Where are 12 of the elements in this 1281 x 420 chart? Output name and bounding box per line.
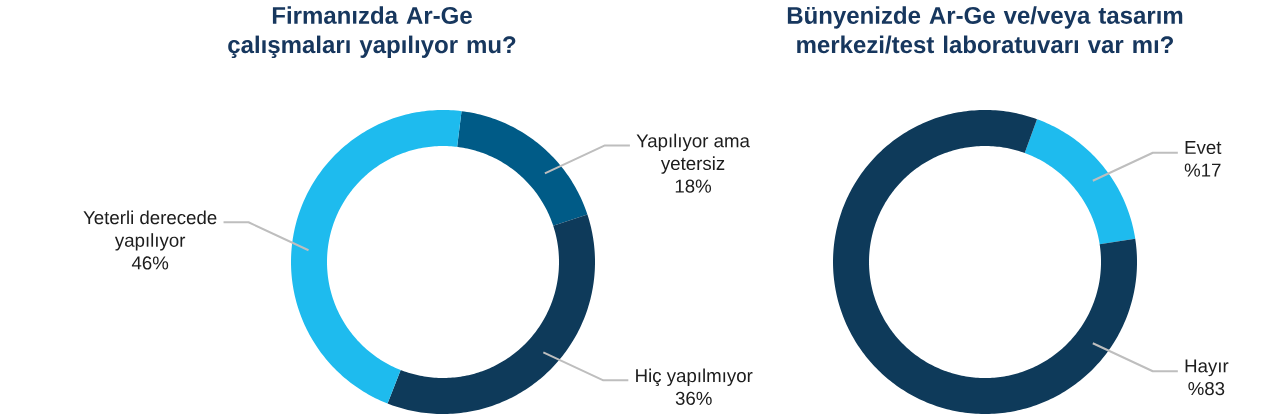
data-label: %83 xyxy=(1188,381,1225,396)
slice-label: Evet xyxy=(1185,141,1222,155)
data-label: 36% xyxy=(675,391,712,405)
chart-title: Firmanızda Ar-Ge çalışmaları yapılıyor mu? xyxy=(228,6,516,58)
chart-title: Bünyenizde Ar-Ge ve/veya tasarım merkezi/test laboratuvarı var mı? xyxy=(787,6,1183,54)
data-label: %17 xyxy=(1184,163,1221,177)
data-label: 46% xyxy=(131,256,169,270)
slice-label: Yeterli derecede yapılıyor xyxy=(83,210,217,251)
slice-label: Hayır xyxy=(1185,359,1229,377)
data-label: 18% xyxy=(675,179,712,193)
slice-label: Yapılıyor ama yetersiz xyxy=(636,133,750,174)
slice-label: Hiç yapılmıyor xyxy=(636,368,753,387)
